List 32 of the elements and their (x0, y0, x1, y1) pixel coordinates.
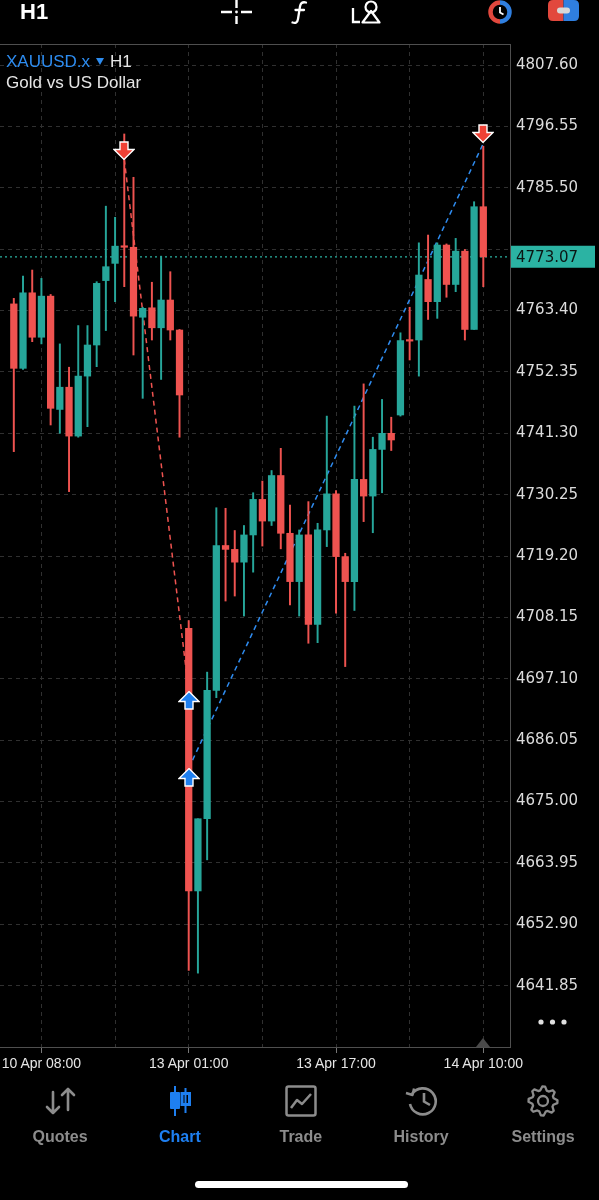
y-tick-label: 4686.05 (516, 730, 579, 749)
y-tick-label: 4663.95 (516, 852, 579, 871)
y-tick-label: 4697.10 (516, 668, 579, 687)
text: Gold vs US Dollar (6, 73, 142, 93)
y-tick-label: 4708.15 (516, 607, 579, 626)
text: Chart (159, 1127, 201, 1146)
text: Trade (279, 1127, 323, 1146)
y-tick-label: 4652.90 (516, 914, 579, 933)
x-tick-label: 13 Apr 17:00 (296, 1055, 376, 1072)
ref-line-label: 4773.07 (516, 247, 579, 266)
x-tick-label: 13 Apr 01:00 (149, 1055, 229, 1072)
candlestick (102, 205, 110, 331)
y-tick-label: 4763.40 (516, 300, 579, 319)
y-tick-label: 4719.20 (516, 545, 579, 564)
y-tick-label: 4807.60 (516, 54, 579, 73)
candlestick (139, 306, 147, 399)
y-tick-label: 4675.00 (516, 791, 579, 810)
text: XAUUSD.x (6, 52, 91, 72)
text: Quotes (32, 1127, 88, 1146)
candlestick (221, 507, 230, 602)
text: H1 (20, 0, 49, 24)
x-tick-label: 10 Apr 08:00 (1, 1055, 82, 1072)
y-tick-label: 4741.30 (516, 423, 579, 442)
text: History (393, 1127, 449, 1146)
x-tick-label: 14 Apr 10:00 (443, 1055, 524, 1072)
y-tick-label: 4641.85 (516, 975, 579, 994)
text: Settings (511, 1127, 575, 1146)
annotation: H1 (110, 52, 132, 72)
y-tick-label: 4796.55 (516, 116, 579, 135)
y-tick-label: 4730.25 (516, 484, 579, 503)
y-tick-label: 4785.50 (516, 177, 579, 196)
y-tick-label: 4752.35 (516, 361, 579, 380)
